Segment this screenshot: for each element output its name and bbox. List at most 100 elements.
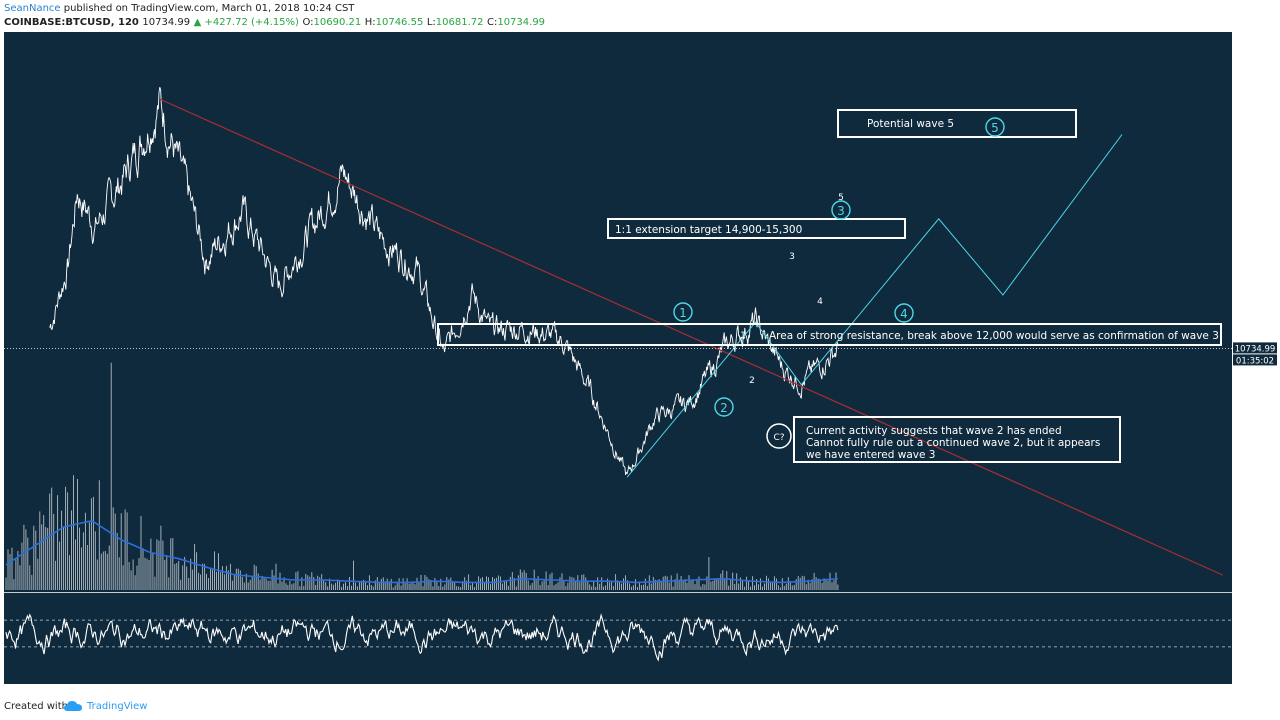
- time-tick-label: 8: [359, 685, 364, 695]
- wave-1-marker: [673, 302, 693, 322]
- volume-bars: [5, 362, 839, 590]
- author-link[interactable]: SeanNance: [4, 3, 61, 14]
- wave-3-marker: [831, 200, 851, 220]
- extension-target-box[interactable]: [607, 218, 906, 239]
- subwave-1-label: 1: [740, 331, 746, 341]
- close-value: 10734.99: [497, 17, 546, 28]
- price-tick-label: 22000.00: [1238, 38, 1279, 48]
- trendline: [159, 98, 1224, 576]
- publish-text: published on TradingView.com, March 01, …: [63, 3, 355, 14]
- oscillator-tick-label: 40.0000: [1238, 636, 1273, 646]
- wave-1-label: 1: [679, 306, 687, 320]
- tradingview-brand[interactable]: TradingView: [87, 701, 148, 712]
- price-tick-label: 20000.00: [1238, 92, 1279, 102]
- wave2-note-line3: we have entered wave 3: [806, 449, 935, 461]
- tradingview-cloud-icon[interactable]: [64, 700, 82, 712]
- time-tick-label: 12: [677, 685, 688, 695]
- time-tick-label: 9: [1193, 685, 1198, 695]
- oscillator-levels: 80.0000 40.0000 0.0000: [4, 609, 1273, 673]
- elliott-wave-path: [626, 134, 1123, 478]
- time-tick-label: 19: [741, 685, 752, 695]
- price-tick-label: 9000.00: [1238, 392, 1273, 402]
- resistance-box[interactable]: [437, 323, 1222, 346]
- time-tick-label: 25: [228, 685, 239, 695]
- wave-2-marker: [714, 397, 734, 417]
- open-value: 10690.21: [313, 17, 362, 28]
- price-tick-label: 13000.00: [1238, 283, 1279, 293]
- countdown-badge: [1233, 354, 1277, 366]
- extension-target-text: 1:1 extension target 14,900-15,300: [615, 224, 802, 236]
- corrective-c-label: C?: [773, 433, 784, 443]
- time-tick-label: 12: [933, 685, 944, 695]
- created-with-text: Created with: [4, 701, 68, 712]
- chart-canvas[interactable]: 22000.0021000.0020000.0019000.0018000.00…: [0, 32, 1280, 696]
- potential-wave5-box[interactable]: [837, 109, 1077, 138]
- oscillator-series: [5, 613, 839, 662]
- wave-5-marker: [985, 117, 1005, 137]
- oscillator-line: [5, 613, 839, 662]
- time-tick-label: 11: [99, 685, 110, 695]
- price-line: [49, 87, 839, 476]
- time-axis-bg[interactable]: [0, 684, 1233, 696]
- price-tick-label: 15000.00: [1238, 228, 1279, 238]
- price-axis-ticks: 22000.00 21000.00 20000.00 19000.00 18000.00…: [1238, 38, 1279, 565]
- price-tick-label: 5000.00: [1238, 500, 1273, 510]
- low-label: L:: [426, 17, 436, 28]
- price-tick-label: 8000.00: [1238, 419, 1273, 429]
- price-tick-label: 11000.00: [1238, 337, 1279, 347]
- wave2-note-box[interactable]: [793, 416, 1121, 463]
- high-label: H:: [364, 17, 376, 28]
- wave-4-marker: [894, 303, 914, 323]
- countdown-text: 01:35:02: [1236, 356, 1274, 366]
- wave-projection: [626, 134, 1123, 478]
- chart-footer: Created with TradingView: [0, 696, 1280, 720]
- price-tick-label: 18000.00: [1238, 147, 1279, 157]
- chart-header: SeanNance published on TradingView.com, …: [0, 0, 1280, 32]
- wave2-note-line2: Cannot fully rule out a continued wave 2…: [806, 437, 1100, 449]
- publish-info: SeanNance published on TradingView.com, …: [4, 3, 354, 14]
- time-tick-label: 19: [997, 685, 1008, 695]
- price-tick-label: 17000.00: [1238, 174, 1279, 184]
- oscillator-tick-label: 80.0000: [1238, 609, 1273, 619]
- price-tick-label: 12000.00: [1238, 310, 1279, 320]
- last-price: 10734.99: [142, 17, 191, 28]
- time-tick-label: 2018: [285, 685, 309, 695]
- wave-5-label: 5: [991, 121, 999, 135]
- subwave-5-label: 5: [838, 193, 844, 203]
- time-tick-label: 22: [484, 685, 495, 695]
- potential-wave5-text: Potential wave 5: [867, 118, 954, 130]
- wave2-note-line1: Current activity suggests that wave 2 ha…: [806, 425, 1062, 437]
- price-change: ▲ +427.72 (+4.15%): [193, 17, 299, 28]
- wave-3-label: 3: [837, 204, 845, 218]
- symbol-label: COINBASE:BTCUSD, 120: [4, 17, 139, 28]
- subwave-2-label: 2: [749, 376, 755, 386]
- time-tick-label: Apr: [1114, 685, 1132, 695]
- close-label: C:: [486, 17, 498, 28]
- price-tick-label: 19000.00: [1238, 120, 1279, 130]
- price-tick-label: 21000.00: [1238, 65, 1279, 75]
- high-value: 10746.55: [375, 17, 424, 28]
- time-axis-ticks: 11 18 25 2018 8 15 22 Feb 12 19 26 Mar 12 19 Apr 9: [99, 685, 1198, 695]
- subwave-4-label: 4: [817, 297, 823, 307]
- current-price-badge: [1233, 342, 1277, 354]
- price-tick-label: 7000.00: [1238, 446, 1273, 456]
- volume-ma-line: [5, 520, 838, 584]
- resistance-text: Area of strong resistance, break above 1…: [769, 330, 1219, 342]
- price-tick-label: 4000.00: [1238, 528, 1273, 538]
- wave-4-label: 4: [900, 307, 908, 321]
- price-tick-label: 6000.00: [1238, 473, 1273, 483]
- time-tick-label: 15: [420, 685, 431, 695]
- open-label: O:: [302, 17, 314, 28]
- oscillator-tick-label: 0.0000: [1238, 663, 1268, 673]
- wave-2-label: 2: [720, 401, 728, 415]
- symbol-info: COINBASE:BTCUSD, 120 10734.99 ▲ +427.72 …: [4, 17, 545, 28]
- subwave-3-label: 3: [789, 252, 795, 262]
- time-tick-label: Mar: [829, 685, 848, 695]
- price-pane[interactable]: [4, 32, 1232, 592]
- time-tick-label: 18: [164, 685, 175, 695]
- price-tick-label: 3000.00: [1238, 555, 1273, 565]
- downtrend-line: [159, 98, 1224, 576]
- current-price-text: 10734.99: [1235, 344, 1276, 354]
- corrective-c-circle: [766, 423, 792, 449]
- time-tick-label: Feb: [573, 685, 590, 695]
